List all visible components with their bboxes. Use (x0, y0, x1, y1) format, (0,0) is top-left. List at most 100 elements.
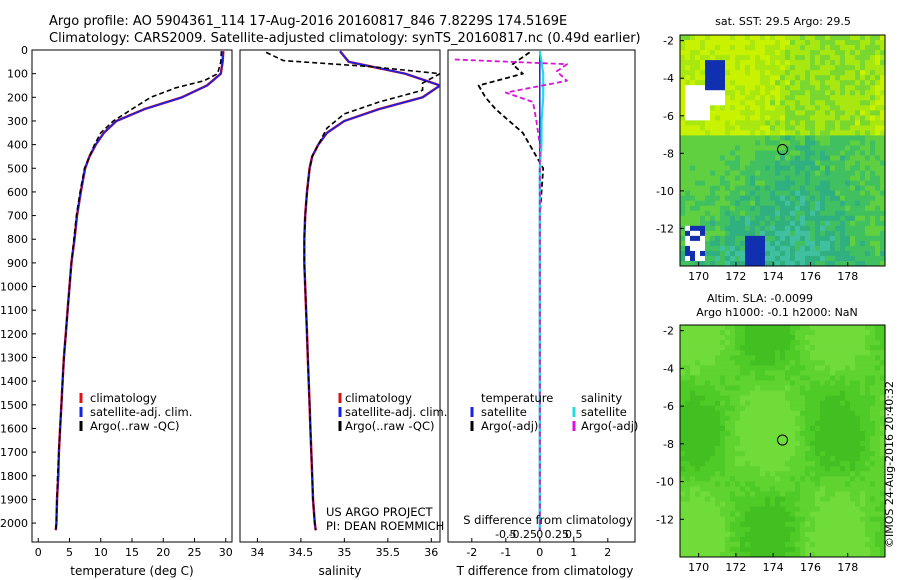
map-cell (685, 115, 691, 121)
map-cell (865, 466, 871, 472)
map-cell (690, 400, 696, 407)
map-cell (850, 425, 856, 432)
map-cell (695, 220, 701, 227)
map-cell (755, 400, 761, 407)
map-cell (705, 250, 711, 257)
map-cell (840, 496, 846, 502)
map-cell (800, 355, 806, 361)
map-cell (755, 441, 761, 447)
legend-label-climatology: climatology (345, 391, 412, 405)
map-cell (835, 375, 841, 381)
map-cell (875, 400, 881, 407)
map-cell (740, 420, 746, 427)
map-cell (710, 451, 716, 457)
map-cell (865, 415, 871, 422)
map-cell (755, 350, 761, 356)
map-cell (785, 451, 791, 457)
map-cell (710, 210, 716, 217)
map-cell (690, 200, 696, 207)
map-cell (695, 486, 701, 492)
map-cell (805, 441, 811, 447)
map-cell (850, 130, 856, 136)
map-cell (815, 215, 821, 222)
map-cell (705, 501, 711, 507)
map-cell (770, 435, 776, 442)
map-cell (695, 100, 701, 106)
map-cell (770, 80, 776, 86)
map-cell (760, 531, 766, 538)
map-cell (875, 80, 881, 86)
map-cell (870, 40, 876, 46)
map-cell (790, 456, 796, 462)
map-cell (700, 405, 706, 412)
map-cell (845, 210, 851, 217)
map-cell (710, 446, 716, 452)
map-cell (805, 75, 811, 81)
map-cell (800, 536, 806, 543)
map-cell (735, 441, 741, 447)
map-cell (695, 50, 701, 56)
map-cell (850, 180, 856, 187)
map-cell (870, 375, 876, 381)
map-cell (855, 195, 861, 202)
map-cell (745, 35, 751, 41)
map-cell (860, 80, 866, 86)
map-cell (695, 390, 701, 397)
map-cell (680, 155, 686, 161)
map-cell (735, 420, 741, 427)
map-cell (800, 45, 806, 51)
map-cell (775, 420, 781, 427)
map-cell (875, 461, 881, 467)
map-cell (755, 390, 761, 397)
map-cell (795, 45, 801, 51)
map-cell (815, 430, 821, 437)
map-cell (760, 435, 766, 442)
map-cell (730, 370, 736, 376)
map-cell (860, 546, 866, 553)
map-cell (785, 165, 791, 171)
map-cell (730, 100, 736, 106)
map-cell (750, 511, 756, 518)
map-cell (795, 466, 801, 472)
map-cell (780, 80, 786, 86)
map-cell (680, 420, 686, 427)
map-cell (735, 340, 741, 346)
map-cell (750, 35, 756, 41)
map-cell (870, 135, 876, 141)
map-cell (780, 135, 786, 141)
map-cell (765, 446, 771, 452)
map-cell (740, 235, 746, 242)
map-cell (880, 65, 885, 71)
map-cell (705, 235, 711, 242)
map-cell (780, 481, 786, 487)
map-cell (825, 85, 831, 91)
map-cell (680, 375, 686, 381)
map-cell (785, 205, 791, 212)
map-cell (705, 365, 711, 371)
map-cell (830, 551, 836, 557)
map-cell (745, 546, 751, 553)
map-cell (750, 365, 756, 371)
map-cell (880, 130, 885, 136)
map-cell (810, 230, 816, 237)
map-cell (790, 180, 796, 187)
map-cell (685, 35, 691, 41)
map-cell (715, 415, 721, 422)
map-cell (755, 385, 761, 391)
map-cell (695, 476, 701, 482)
map-cell (715, 195, 721, 202)
map-cell (790, 110, 796, 116)
map-cell (820, 260, 826, 266)
map-cell (870, 410, 876, 417)
map-cell (690, 170, 696, 177)
sla-map-title-2: Argo h1000: -0.1 h2000: NaN (696, 306, 858, 319)
map-cell (760, 230, 766, 237)
map-cell (695, 80, 701, 86)
map-cell (870, 435, 876, 442)
map-cell (750, 335, 756, 341)
map-cell (715, 160, 721, 166)
map-cell (785, 345, 791, 351)
map-cell (870, 325, 876, 331)
map-cell (820, 501, 826, 507)
map-cell (710, 260, 716, 266)
